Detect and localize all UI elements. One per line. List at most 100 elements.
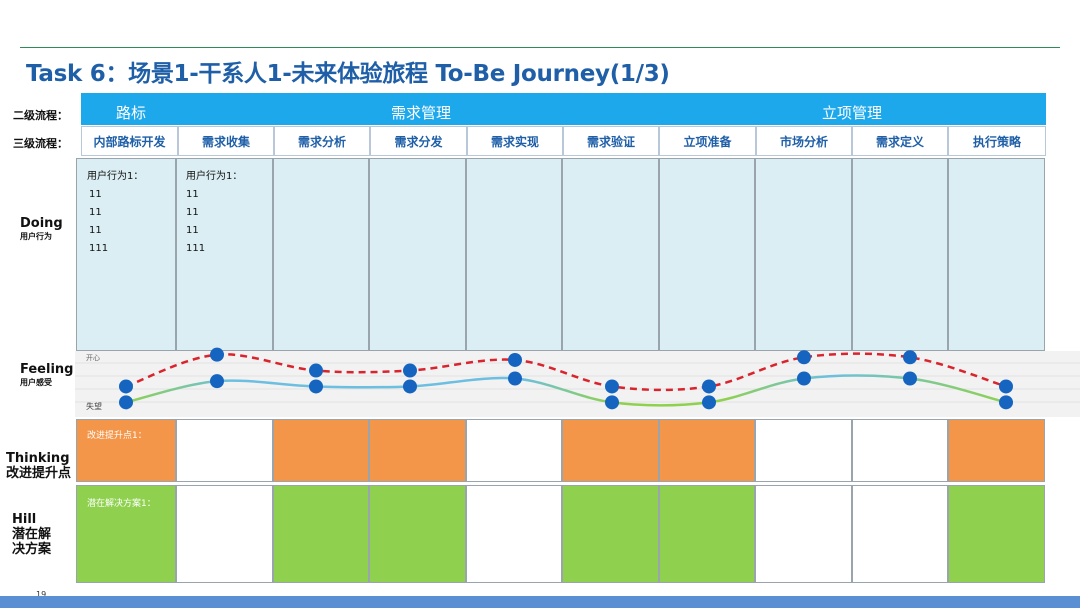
feeling-red-dashed-curve xyxy=(125,352,1007,392)
doing-label: Doing 用户行为 xyxy=(20,212,63,242)
thinking-cell xyxy=(948,419,1045,482)
level3-cell: 需求实现 xyxy=(467,126,563,156)
feeling-red-point xyxy=(605,379,619,394)
doing-cell-title: 用户行为1： xyxy=(186,171,243,182)
doing-cell-line: 11 xyxy=(89,207,102,218)
thinking-label-line2: 改进提升点 xyxy=(6,466,72,481)
thinking-cell xyxy=(659,419,755,482)
thinking-cell xyxy=(466,419,562,482)
hill-label: Hill 潜在解 决方案 xyxy=(12,512,51,557)
doing-cell-title: 用户行为1： xyxy=(87,171,144,182)
hill-cell xyxy=(948,485,1045,583)
feeling-label-main: Feeling xyxy=(20,362,74,377)
thinking-cell-text: 改进提升点1： xyxy=(87,431,147,441)
page-number: 19 xyxy=(36,590,47,599)
level3-label: 三级流程： xyxy=(13,137,68,150)
level2-roadmap: 路标 xyxy=(116,104,147,122)
feeling-red-point xyxy=(999,379,1013,394)
feeling-solid-point xyxy=(309,379,323,394)
feeling-solid-point xyxy=(403,379,417,394)
doing-cell xyxy=(755,158,852,351)
level3-cell: 需求收集 xyxy=(178,126,274,156)
doing-cell-line: 11 xyxy=(89,189,102,200)
hill-cell xyxy=(369,485,466,583)
doing-cell xyxy=(562,158,659,351)
thinking-label-line1: Thinking xyxy=(6,451,70,466)
doing-cell-line: 11 xyxy=(186,225,199,236)
level3-cell: 需求验证 xyxy=(563,126,659,156)
hill-cell: 潜在解决方案1： xyxy=(76,485,176,583)
hill-cell xyxy=(852,485,948,583)
thinking-cell: 改进提升点1： xyxy=(76,419,176,482)
doing-cell-line: 11 xyxy=(89,225,102,236)
doing-cell-line: 11 xyxy=(186,207,199,218)
feeling-label-sub: 用户感受 xyxy=(20,378,52,387)
hill-cell xyxy=(273,485,369,583)
level2-requirements: 需求管理 xyxy=(391,104,452,122)
doing-cell: 用户行为1： 11 11 11 111 xyxy=(176,158,273,351)
feeling-scale-top: 开心 xyxy=(86,354,100,362)
doing-cell xyxy=(659,158,755,351)
feeling-solid-point xyxy=(605,395,619,410)
thinking-cell xyxy=(755,419,852,482)
doing-cell xyxy=(466,158,562,351)
thinking-label: Thinking 改进提升点 xyxy=(6,451,71,481)
doing-cell xyxy=(948,158,1045,351)
doing-cell-line: 111 xyxy=(186,243,206,254)
hill-cell xyxy=(755,485,852,583)
feeling-red-point xyxy=(403,363,417,378)
feeling-points xyxy=(119,347,1013,410)
feeling-red-point xyxy=(210,347,224,362)
level3-cell: 市场分析 xyxy=(756,126,852,156)
page-title: Task 6：场景1-干系人1-未来体验旅程 To-Be Journey(1/3… xyxy=(26,61,670,87)
doing-cell-line: 111 xyxy=(89,243,109,254)
level3-cell: 需求分析 xyxy=(274,126,370,156)
hill-label-line2: 潜在解 xyxy=(12,527,52,542)
doing-cell: 用户行为1： 11 11 11 111 xyxy=(76,158,176,351)
hill-cell xyxy=(176,485,273,583)
thinking-cell xyxy=(562,419,659,482)
thinking-cell xyxy=(273,419,369,482)
level3-cell: 内部路标开发 xyxy=(81,126,178,156)
hill-cell-text: 潜在解决方案1： xyxy=(87,499,156,509)
level2-bar xyxy=(81,93,1046,125)
level2-project: 立项管理 xyxy=(822,104,883,122)
top-divider xyxy=(20,47,1060,48)
feeling-solid-point xyxy=(508,371,522,386)
level2-label: 二级流程： xyxy=(13,109,68,122)
feeling-scale-bottom: 失望 xyxy=(86,401,102,411)
feeling-red-point xyxy=(903,350,917,365)
feeling-solid-curve xyxy=(125,374,1007,407)
hill-label-line1: Hill xyxy=(12,512,37,527)
feeling-solid-point xyxy=(702,395,716,410)
feeling-red-point xyxy=(119,379,133,394)
level3-cell: 立项准备 xyxy=(659,126,756,156)
hill-cell xyxy=(562,485,659,583)
footer-bar xyxy=(0,596,1080,608)
doing-label-main: Doing xyxy=(20,216,63,231)
hill-cell xyxy=(659,485,755,583)
feeling-red-point xyxy=(702,379,716,394)
feeling-solid-point xyxy=(210,374,224,389)
hill-label-line3: 决方案 xyxy=(12,542,52,557)
doing-label-sub: 用户行为 xyxy=(20,232,52,241)
feeling-red-point xyxy=(309,363,323,378)
level3-cell: 需求定义 xyxy=(852,126,948,156)
feeling-solid-point xyxy=(903,371,917,386)
doing-cell-line: 11 xyxy=(186,189,199,200)
hill-cell xyxy=(466,485,562,583)
level3-cell: 执行策略 xyxy=(948,126,1046,156)
feeling-label: Feeling 用户感受 xyxy=(20,358,73,388)
feeling-red-point xyxy=(797,350,811,365)
thinking-cell xyxy=(852,419,948,482)
doing-cell xyxy=(273,158,369,351)
doing-cell xyxy=(852,158,948,351)
feeling-solid-point xyxy=(797,371,811,386)
thinking-cell xyxy=(369,419,466,482)
level3-cell: 需求分发 xyxy=(370,126,467,156)
feeling-solid-point xyxy=(999,395,1013,410)
thinking-cell xyxy=(176,419,273,482)
feeling-solid-point xyxy=(119,395,133,410)
feeling-red-point xyxy=(508,352,522,367)
